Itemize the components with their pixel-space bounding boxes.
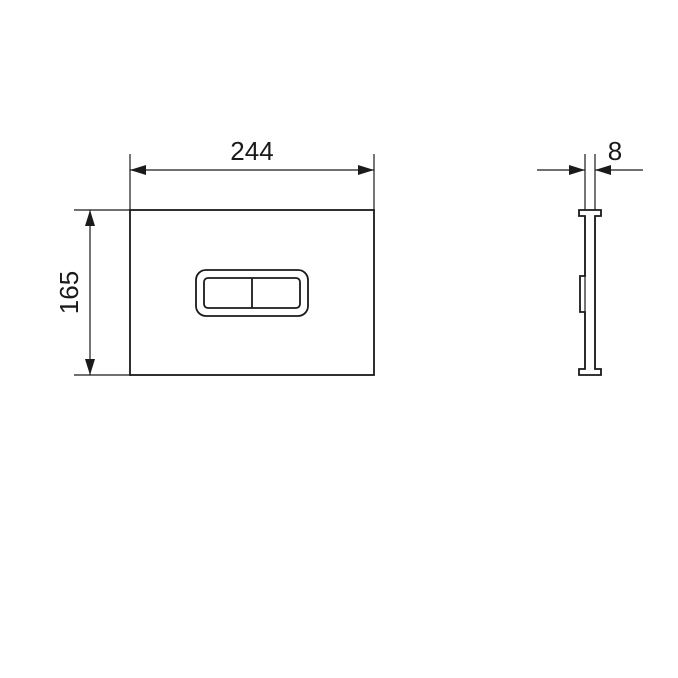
dim-width-label: 244 <box>230 136 273 166</box>
dimension-drawing: 244 165 8 <box>0 0 678 678</box>
dim-height-label: 165 <box>54 271 84 314</box>
side-profile <box>579 210 601 375</box>
dim-depth-label: 8 <box>608 136 622 166</box>
